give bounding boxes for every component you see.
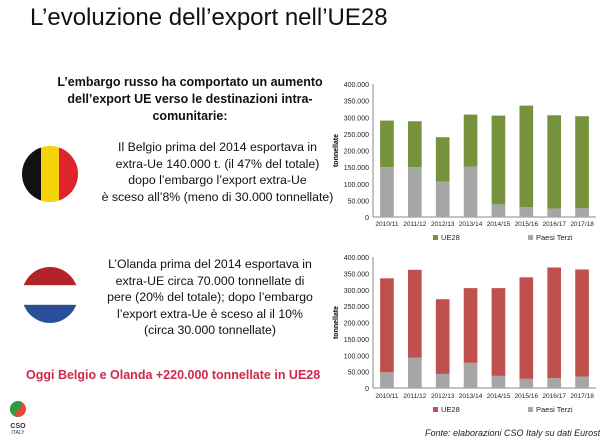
x-tick-label: 2015/16 (515, 393, 539, 400)
y-tick-label: 350.000 (344, 99, 369, 106)
bar-ue28 (575, 116, 589, 209)
x-tick-label: 2010/11 (375, 221, 398, 228)
y-tick-label: 0 (365, 386, 369, 393)
x-tick-label: 2012/13 (431, 393, 455, 400)
bar-paesi-terzi (407, 357, 422, 388)
highlight-text: Oggi Belgio e Olanda +220.000 tonnellate… (26, 368, 321, 382)
bar-paesi-terzi (435, 373, 450, 388)
source-note: Fonte: elaborazioni CSO Italy su dati Eu… (425, 428, 600, 438)
legend-label: Paesi Terzi (536, 233, 573, 242)
bar-paesi-terzi (575, 376, 589, 388)
x-tick-label: 2014/15 (487, 393, 511, 400)
y-tick-label: 0 (365, 215, 369, 222)
y-tick-label: 100.000 (344, 182, 369, 189)
bar-ue28 (547, 267, 562, 379)
bar-paesi-terzi (575, 208, 589, 217)
text-line: extra-Ue 140.000 t. (il 47% del totale) (115, 156, 320, 171)
text-line: pere (20% del totale); dopo l’embargo (107, 290, 313, 304)
bar-ue28 (407, 121, 422, 168)
belgium-flag-icon (22, 146, 78, 202)
bar-paesi-terzi (463, 166, 478, 217)
legend-swatch (433, 235, 438, 240)
logo-icon (10, 401, 26, 417)
y-tick-label: 300.000 (344, 288, 369, 295)
text-line: è sceso all’8% (meno di 30.000 tonnellat… (101, 189, 334, 204)
netherlands-flag-icon (22, 267, 78, 323)
bar-ue28 (519, 105, 534, 208)
legend-swatch (528, 235, 533, 240)
bar-ue28 (463, 288, 478, 363)
y-tick-label: 150.000 (344, 165, 369, 172)
legend-swatch (528, 407, 533, 412)
y-tick-label: 250.000 (344, 132, 369, 139)
bar-ue28 (380, 120, 394, 168)
y-tick-label: 200.000 (344, 149, 369, 156)
bar-ue28 (491, 288, 506, 376)
bar-ue28 (435, 137, 450, 182)
bar-paesi-terzi (547, 378, 562, 388)
bar-ue28 (575, 269, 589, 377)
bar-ue28 (463, 114, 478, 167)
text-line: Il Belgio prima del 2014 esportava in (118, 140, 317, 154)
text-line: l’export extra-Ue è sceso al il 10% (117, 306, 303, 321)
y-tick-label: 400.000 (344, 255, 369, 262)
intro-text: L’embargo russo ha comportato un aumento… (57, 75, 323, 123)
page-title: L’evoluzione dell’export nell’UE28 (30, 4, 388, 31)
legend-label: UE28 (441, 405, 460, 414)
y-tick-label: 300.000 (344, 115, 369, 122)
bar-ue28 (435, 299, 450, 374)
bar-paesi-terzi (463, 362, 478, 388)
bar-paesi-terzi (380, 372, 394, 388)
cso-logo: CSO ITALY (6, 400, 30, 436)
x-tick-label: 2016/17 (542, 393, 566, 400)
y-tick-label: 400.000 (344, 82, 369, 89)
x-tick-label: 2016/17 (542, 221, 566, 228)
netherlands-text: L’Olanda prima del 2014 esportava in ext… (95, 256, 325, 339)
x-tick-label: 2015/16 (515, 221, 539, 228)
bar-ue28 (547, 115, 562, 209)
x-tick-label: 2017/18 (570, 393, 594, 400)
bar-paesi-terzi (519, 378, 534, 388)
y-tick-label: 250.000 (344, 304, 369, 311)
y-tick-label: 350.000 (344, 271, 369, 278)
y-tick-label: 150.000 (344, 337, 369, 344)
x-tick-label: 2017/18 (570, 221, 594, 228)
bar-paesi-terzi (491, 375, 506, 388)
netherlands-chart: 0 50.000 100.000 150.000 200.000 250.000 300.0… (333, 255, 596, 414)
y-tick-label: 200.000 (344, 321, 369, 328)
bar-paesi-terzi (380, 167, 394, 217)
bar-paesi-terzi (491, 204, 506, 217)
bar-ue28 (407, 269, 422, 358)
y-tick-label: 100.000 (344, 353, 369, 360)
bar-paesi-terzi (435, 181, 450, 217)
y-tick-label: 50.000 (348, 198, 370, 205)
text-line: extra-UE circa 70.000 tonnellate di (115, 273, 305, 288)
x-tick-label: 2013/14 (459, 393, 483, 400)
belgium-chart: 0 50.000 100.000 150.000 200.000 250.000 300.0… (333, 82, 596, 242)
y-tick-label: 50.000 (348, 370, 370, 377)
x-tick-label: 2013/14 (459, 221, 483, 228)
bar-ue28 (519, 277, 534, 379)
bar-paesi-terzi (547, 208, 562, 217)
bar-paesi-terzi (407, 167, 422, 217)
x-tick-label: 2011/12 (403, 221, 426, 228)
x-tick-label: 2010/11 (375, 393, 398, 400)
text-line: L’Olanda prima del 2014 esportava in (108, 257, 312, 271)
belgium-text: Il Belgio prima del 2014 esportava in ex… (95, 139, 340, 205)
x-tick-label: 2012/13 (431, 221, 455, 228)
y-axis-title: tonnellate (333, 134, 340, 167)
x-tick-label: 2014/15 (487, 221, 511, 228)
legend-label: Paesi Terzi (536, 405, 573, 414)
y-axis-title: tonnellate (333, 306, 340, 339)
text-line: (circa 30.000 tonnellate) (144, 323, 276, 337)
x-tick-label: 2011/12 (403, 393, 426, 400)
bar-paesi-terzi (519, 207, 534, 217)
bar-ue28 (380, 278, 394, 373)
bar-ue28 (491, 115, 506, 205)
legend-label: UE28 (441, 233, 460, 242)
text-line: dopo l’embargo l’export extra-Ue (128, 173, 307, 187)
legend-swatch (433, 407, 438, 412)
